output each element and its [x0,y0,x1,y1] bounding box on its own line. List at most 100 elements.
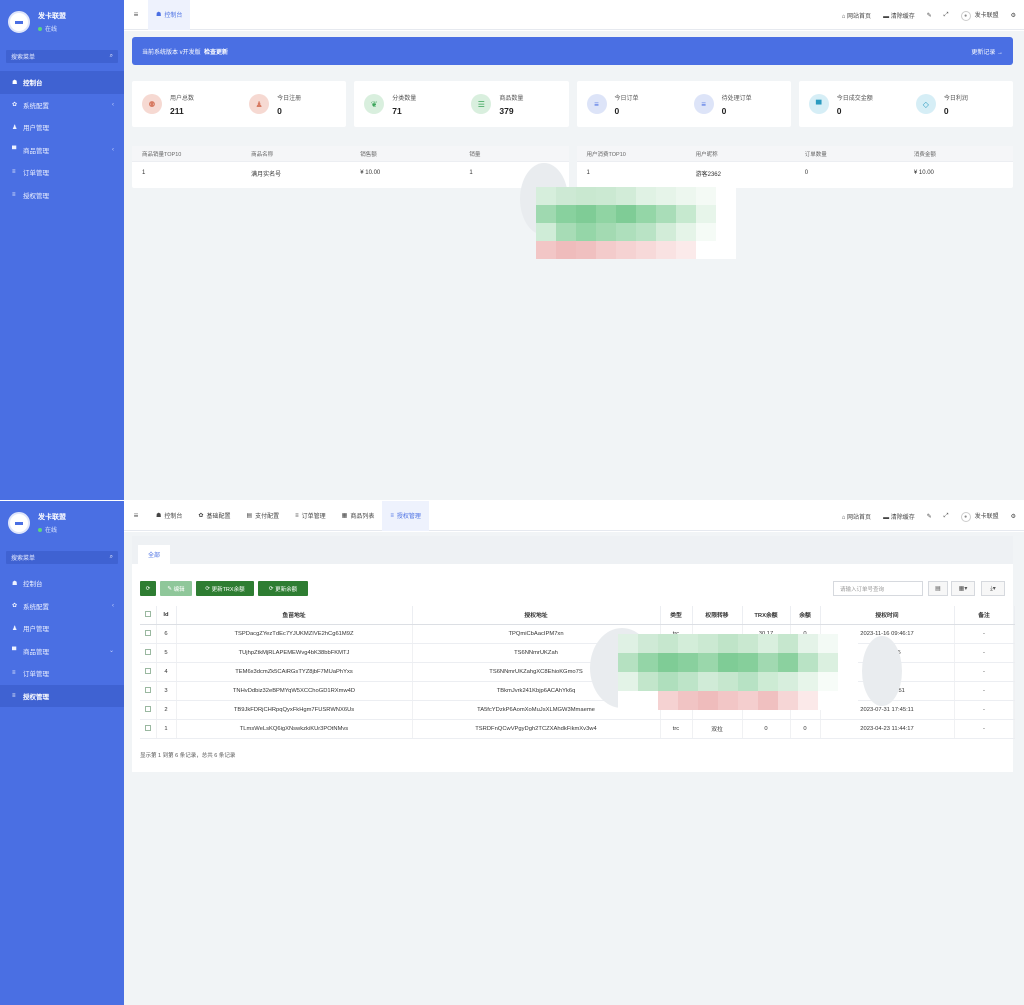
sidebar-item-system-config[interactable]: ✿ 系统配置 ‹ [0,94,124,117]
columns-button[interactable]: ▦▾ [951,581,975,596]
fullscreen-icon[interactable]: ⤢ [943,11,949,18]
users-icon: ⚉ [142,94,162,114]
tab-goods-list[interactable]: ▦ 商品列表 [334,501,383,531]
update-balance-button[interactable]: ⟳ 更新余额 [258,581,308,596]
home-link[interactable]: ⌂ 网站首页 [842,11,871,20]
export-button[interactable]: ⤓▾ [981,581,1005,596]
sidebar-item-system-config[interactable]: ✿ 系统配置 ‹ [0,595,124,618]
sidebar-menu: ☗ 控制台 ✿ 系统配置 ‹ ♟ 用户管理 ▀ 商品管理 ⌄ ≡ 订单管理 ≡ 授权管理 [0,572,124,707]
grid-icon: ▦ [341,513,348,519]
sidebar-item-dashboard[interactable]: ☗ 控制台 [0,572,124,595]
menu-toggle-icon[interactable]: ≡ [133,511,139,520]
sidebar-item-label: 用户管理 [23,125,49,133]
table-row[interactable]: 1 TLmsWeLsKQ6igXNswkzkiKUr3POtNMvs TSRDF… [140,719,1015,739]
brand-name: 发卡联盟 [38,13,66,20]
table-cell: 1 [469,170,473,176]
sidebar-item-orders[interactable]: ≡ 订单管理 [0,662,124,685]
sidebar-item-goods[interactable]: ▀ 商品管理 ‹ [0,139,124,162]
home-link[interactable]: ⌂ 网站首页 [842,512,871,521]
sidebar-item-label: 系统配置 [23,603,49,611]
column-header-balance[interactable]: 余额 [790,606,821,625]
changelog-link[interactable]: 更新记录 → [971,49,1003,56]
toggle-view-button[interactable]: ▤ [928,581,948,596]
settings-icon[interactable]: ⚙ [1010,513,1016,520]
cell-note: - [954,719,1015,739]
version-banner: 当前系统版本 v开发版 检查更新 更新记录 → [132,37,1013,65]
sub-tab-all[interactable]: 全部 [138,545,171,564]
column-header: 用户昵称 [695,151,718,158]
column-header-id[interactable]: Id [156,606,177,625]
tab-orders[interactable]: ≡ 订单管理 [287,501,334,531]
cart-icon: ▀ [12,647,17,654]
fullscreen-icon[interactable]: ⤢ [943,512,949,519]
sidebar-item-authorization[interactable]: ≡ 授权管理 [0,184,124,207]
column-header-note[interactable]: 备注 [954,606,1015,625]
translate-icon[interactable]: ✎ [926,513,932,520]
list-icon: ≡ [12,169,16,176]
select-all-checkbox[interactable] [140,606,157,625]
cell-note: - [954,700,1015,720]
stat-label: 用户总数 [170,95,195,102]
menu-search[interactable]: 搜索菜单 ⌕ [6,551,118,564]
row-checkbox[interactable] [140,662,157,682]
column-header-auth-address[interactable]: 授权地址 [412,606,661,625]
edit-label: 编辑 [173,586,185,593]
tab-basic-config[interactable]: ✿ 基础配置 [190,501,238,531]
column-header: 商品销量TOP10 [142,151,182,158]
sidebar-item-orders[interactable]: ≡ 订单管理 [0,161,124,184]
stat-value: 0 [614,105,620,116]
sidebar-item-users[interactable]: ♟ 用户管理 [0,116,124,139]
sidebar-item-users[interactable]: ♟ 用户管理 [0,617,124,640]
translate-icon[interactable]: ✎ [926,12,932,19]
menu-toggle-icon[interactable]: ≡ [133,10,139,19]
gear-icon: ✿ [12,603,18,610]
cell-id: 6 [156,624,177,644]
leaf-icon: ❦ [364,94,385,114]
clear-cache-button[interactable]: ▬ 清除缓存 [883,512,915,521]
column-header-permission[interactable]: 权限转移 [692,606,743,625]
tab-dashboard[interactable]: ☗ 控制台 [148,0,191,30]
tab-dashboard[interactable]: ☗ 控制台 [148,501,190,531]
user-icon: ♟ [12,124,18,131]
row-checkbox[interactable] [140,681,157,701]
column-header-address[interactable]: 鱼苗地址 [176,606,413,625]
online-dot-icon [38,27,42,32]
column-header-trx-balance[interactable]: TRX余额 [742,606,791,625]
update-trx-button[interactable]: ⟳ 更新TRX余额 [196,581,254,596]
user-menu[interactable]: ● 发卡联盟 [960,10,999,21]
clear-cache-button[interactable]: ▬ 清除缓存 [883,11,915,20]
chevron-left-icon: ‹ [112,146,114,153]
menu-search-label: 搜索菜单 [11,556,36,562]
order-search-input[interactable]: 请输入订单号查询 [833,581,923,596]
home-label: 网站首页 [847,13,872,20]
column-header-type[interactable]: 类型 [660,606,693,625]
check-update-link[interactable]: 检查更新 [204,49,229,56]
avatar[interactable] [8,11,30,33]
cell-address: TB9JkFDRjCHRpqQyxFkHgm7FUSRWNX6Us [176,700,413,720]
search-icon[interactable]: ⌕ [109,554,113,560]
row-checkbox[interactable] [140,700,157,720]
row-checkbox[interactable] [140,719,157,739]
stat-label: 今日成交金额 [836,95,873,102]
row-checkbox[interactable] [140,643,157,663]
tab-pay-config[interactable]: ▤ 支付配置 [238,501,287,531]
sidebar-item-goods[interactable]: ▀ 商品管理 ⌄ [0,640,124,663]
dashboard-icon: ☗ [156,12,162,18]
sidebar-item-dashboard[interactable]: ☗ 控制台 [0,71,124,94]
column-header-auth-time[interactable]: 授权时间 [820,606,955,625]
user-menu[interactable]: ● 发卡联盟 [960,511,999,522]
row-checkbox[interactable] [140,624,157,644]
tab-authorization[interactable]: ≡ 授权管理 [382,501,429,531]
settings-icon[interactable]: ⚙ [1010,12,1016,19]
cell-address: TSPDacgZYezTdEc7YJUKMZIVE2hCg61M9Z [176,624,413,644]
avatar[interactable] [8,512,30,534]
search-icon[interactable]: ⌕ [109,53,113,59]
topbar-actions: ⌂ 网站首页 ▬ 清除缓存 ✎ ⤢ ● 发卡联盟 ⚙ [842,0,1016,30]
cell-id: 1 [156,719,177,739]
sidebar-item-authorization[interactable]: ≡ 授权管理 [0,684,124,707]
menu-search[interactable]: 搜索菜单 ⌕ [6,50,118,63]
refresh-button[interactable]: ⟳ [140,581,156,596]
redaction-mosaic [536,187,736,259]
edit-button[interactable]: ✎ 编辑 [160,581,192,596]
stat-label: 分类数量 [392,95,417,102]
